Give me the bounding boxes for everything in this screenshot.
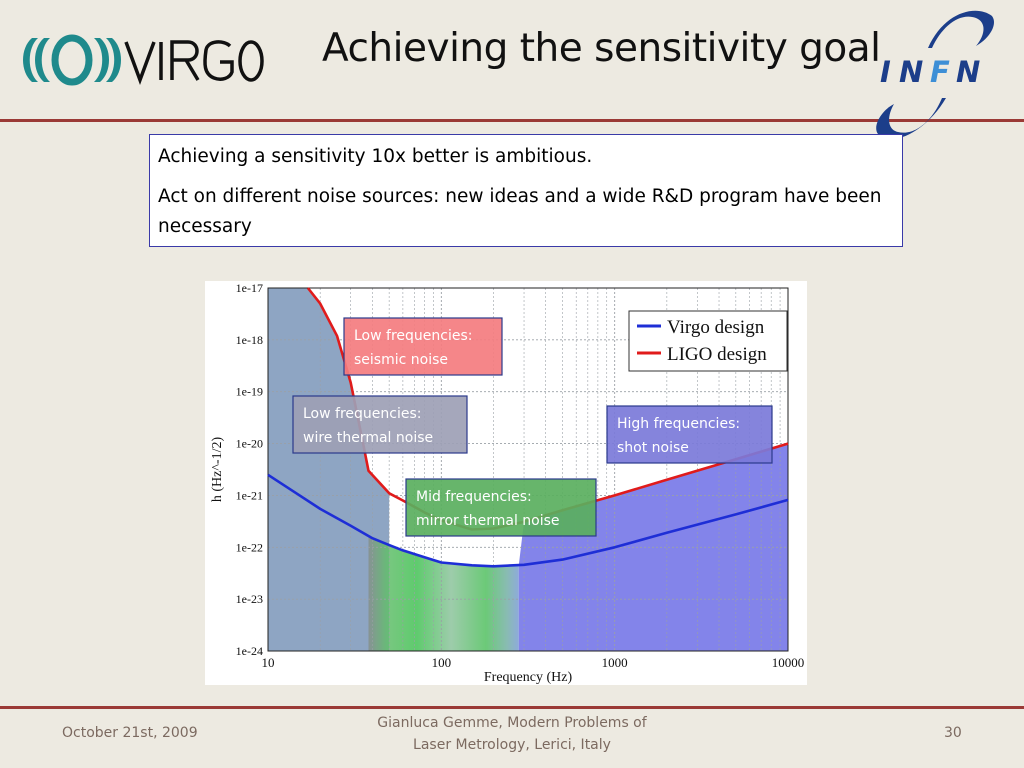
y-tick-label: 1e-20 (236, 437, 263, 451)
infn-logo: I N F N (876, 10, 995, 140)
annotation-box (405, 478, 597, 537)
x-tick-label: 100 (432, 655, 452, 670)
annotation-line-2: mirror thermal noise (416, 513, 560, 529)
legend-label-virgo: Virgo design (667, 317, 765, 338)
annotation-wire: Low frequencies: wire thermal noise (292, 395, 468, 454)
y-axis-label: h (Hz^-1/2) (210, 437, 225, 503)
plot-frame (267, 287, 789, 652)
summary-textbox: Achieving a sensitivity 10x better is am… (149, 134, 903, 247)
y-tick-label: 1e-22 (236, 540, 263, 554)
x-tick-label: 10 (262, 655, 275, 670)
annotation-shot: High frequencies: shot noise (606, 405, 773, 464)
annotation-seismic: Low frequencies: seismic noise (343, 317, 503, 376)
y-tick-label: 1e-21 (236, 488, 263, 502)
svg-text:F: F (930, 55, 950, 89)
footer-date: October 21st, 2009 (62, 725, 198, 741)
legend: Virgo design LIGO design (628, 310, 788, 372)
annotation-line-1: High frequencies: (617, 416, 740, 432)
annotation-line-1: Low frequencies: (354, 328, 472, 344)
page-number: 30 (944, 725, 962, 741)
x-tick-label: 1000 (602, 655, 628, 670)
annotation-line-2: shot noise (617, 440, 689, 456)
sensitivity-chart: 10 100 1000 10000 1e-17 1e-18 1e-19 1e-20 1e-21 1… (205, 281, 807, 685)
slide-title: Achieving the sensitivity goal (322, 26, 881, 71)
footer-rule (0, 706, 1024, 709)
annotation-line-2: seismic noise (354, 352, 448, 368)
annotation-line-1: Mid frequencies: (416, 489, 532, 505)
summary-line-1: Achieving a sensitivity 10x better is am… (158, 146, 593, 167)
x-axis-label: Frequency (Hz) (484, 670, 573, 685)
header-rule (0, 119, 1024, 122)
x-tick-label: 10000 (772, 655, 805, 670)
annotation-box (292, 395, 468, 454)
y-tick-label: 1e-23 (236, 592, 263, 606)
summary-line-2: Act on different noise sources: new idea… (158, 186, 882, 237)
footer-venue: Gianluca Gemme, Modern Problems of Laser… (377, 715, 647, 753)
mirror-thermal-region (368, 535, 519, 651)
annotation-line-2: wire thermal noise (303, 430, 433, 446)
legend-label-ligo: LIGO design (667, 344, 767, 365)
annotation-line-1: Low frequencies: (303, 406, 421, 422)
svg-text:N: N (899, 55, 923, 89)
virgo-design-curve (267, 473, 789, 568)
svg-text:I: I (880, 55, 891, 89)
y-tick-label: 1e-19 (236, 385, 263, 399)
svg-text:N: N (956, 55, 980, 89)
annotation-box (606, 405, 773, 464)
seismic-noise-region (268, 288, 390, 651)
annotation-box (343, 317, 503, 376)
y-tick-label: 1e-17 (236, 281, 263, 295)
y-tick-label: 1e-24 (236, 644, 263, 658)
virgo-logo (23, 34, 264, 86)
annotation-mirror: Mid frequencies: mirror thermal noise (405, 478, 597, 537)
y-tick-label: 1e-18 (236, 333, 263, 347)
